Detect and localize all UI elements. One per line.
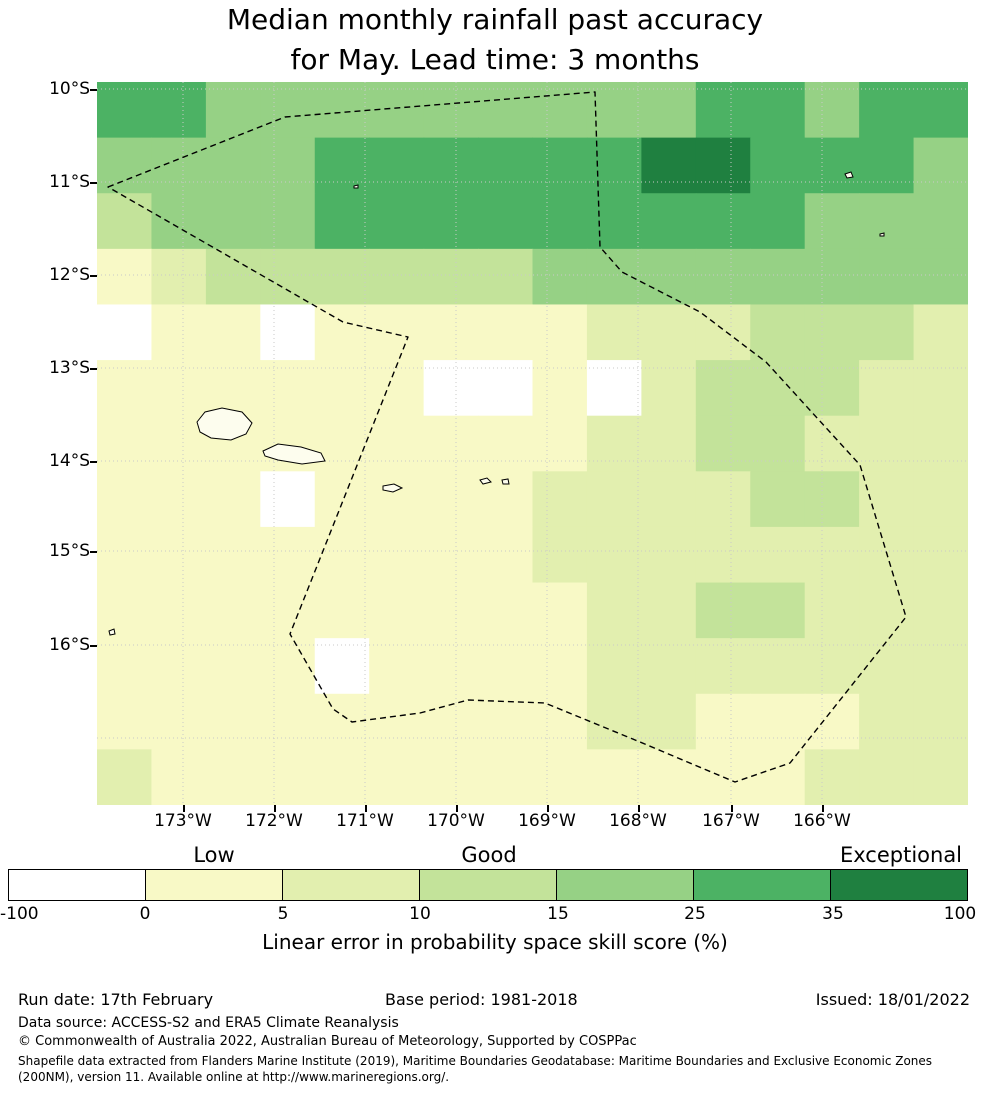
colorbar (8, 869, 968, 901)
x-tick-label-171w: 171°W (336, 811, 394, 831)
colorbar-caption: Linear error in probability space skill … (262, 930, 728, 954)
colorbar-tick-35: 35 (822, 904, 844, 924)
y-tick-label-14s: 14°S (49, 451, 90, 471)
colorbar-tick--100: -100 (0, 904, 39, 924)
shapefile-attribution-text: Shapefile data extracted from Flanders M… (18, 1054, 933, 1084)
skill-score-heatmap-map (97, 82, 968, 805)
x-tick-label-172w: 172°W (245, 811, 303, 831)
x-tick-label-170w: 170°W (427, 811, 485, 831)
colorbar-label-exceptional: Exceptional (839, 843, 963, 867)
colorbar-tick-25: 25 (684, 904, 706, 924)
x-tick-label-168w: 168°W (609, 811, 667, 831)
colorbar-label-good: Good (461, 843, 517, 867)
issued-date-text: Issued: 18/01/2022 (815, 990, 970, 1009)
x-tick-label-167w: 167°W (702, 811, 760, 831)
x-tick-label-166w: 166°W (793, 811, 851, 831)
x-tick-label-173w: 173°W (154, 811, 212, 831)
copyright-text: © Commonwealth of Australia 2022, Austra… (18, 1034, 637, 1049)
y-tick-label-11s: 11°S (49, 172, 90, 192)
y-tick-label-16s: 16°S (49, 635, 90, 655)
run-date-text: Run date: 17th February (18, 990, 214, 1009)
y-tick-label-15s: 15°S (49, 541, 90, 561)
figure-title: Median monthly rainfall past accuracy fo… (0, 0, 990, 80)
y-tick-label-10s: 10°S (49, 79, 90, 99)
colorbar-tick-10: 10 (409, 904, 431, 924)
y-tick-label-12s: 12°S (49, 265, 90, 285)
data-source-text: Data source: ACCESS-S2 and ERA5 Climate … (18, 1015, 399, 1031)
colorbar-tick-100: 100 (943, 904, 977, 924)
figure-title-line2: for May. Lead time: 3 months (290, 43, 700, 76)
colorbar-label-low: Low (193, 843, 235, 867)
colorbar-tick-5: 5 (277, 904, 289, 924)
base-period-text: Base period: 1981-2018 (385, 990, 578, 1009)
x-tick-label-169w: 169°W (518, 811, 576, 831)
colorbar-tick-15: 15 (547, 904, 569, 924)
colorbar-tick-0: 0 (139, 904, 151, 924)
y-tick-label-13s: 13°S (49, 358, 90, 378)
figure-title-line1: Median monthly rainfall past accuracy (226, 3, 764, 36)
